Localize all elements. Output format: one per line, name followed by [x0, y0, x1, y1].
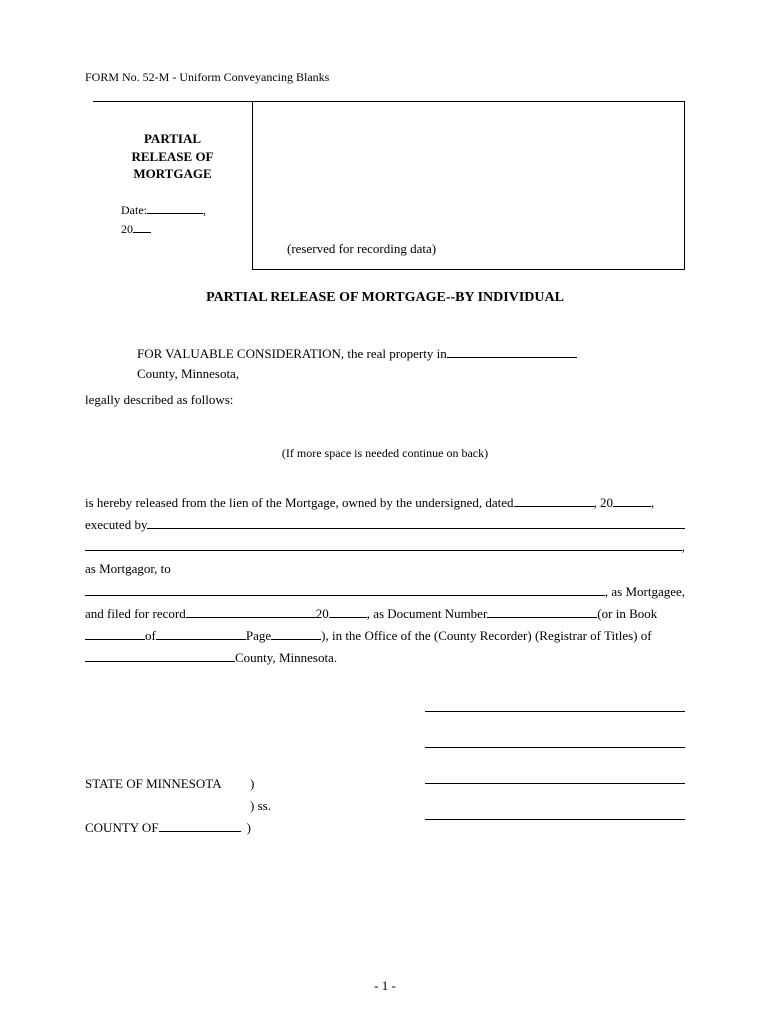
signature-line-3[interactable]	[425, 770, 685, 784]
date-label: Date:	[121, 203, 147, 217]
title-line1: PARTIAL	[144, 131, 201, 146]
paragraph-1: FOR VALUABLE CONSIDERATION, the real pro…	[85, 344, 685, 384]
notary-county-row: COUNTY OF )	[85, 820, 405, 836]
doc-number-blank[interactable]	[487, 605, 597, 617]
executed-by-blank-2[interactable]	[85, 539, 682, 551]
ss-label: ) ss.	[250, 798, 271, 814]
p2-text-c: ,	[651, 493, 654, 513]
paren-1: )	[250, 776, 254, 792]
title-line3: MORTGAGE	[133, 166, 211, 181]
continue-note: (If more space is needed continue on bac…	[85, 444, 685, 463]
title-line2: RELEASE OF	[132, 149, 214, 164]
p1-text-c: legally described as follows:	[85, 390, 685, 410]
p3-text-b: , as Mortgagee,	[605, 582, 685, 602]
header-boxes: PARTIAL RELEASE OF MORTGAGE Date:, 20 (r…	[93, 101, 685, 270]
county-office-blank[interactable]	[85, 650, 235, 662]
paragraph-5-line2: County, Minnesota.	[85, 648, 685, 668]
document-title: PARTIAL RELEASE OF MORTGAGE--BY INDIVIDU…	[85, 290, 685, 306]
paragraph-4: and filed for record 20 , as Document Nu…	[85, 604, 685, 624]
recording-data-box: (reserved for recording data)	[253, 102, 685, 270]
p5-text-b: Page	[246, 626, 271, 646]
p2-text-b: , 20	[594, 493, 614, 513]
notary-state-row: STATE OF MINNESOTA )	[85, 776, 405, 792]
date-month-day-blank[interactable]	[147, 202, 203, 213]
notary-county-blank[interactable]	[159, 820, 241, 832]
page-blank[interactable]	[271, 628, 321, 640]
paragraph-2-line1: is hereby released from the lien of the …	[85, 493, 685, 513]
p5-text-c: ), in the Office of the (County Recorder…	[321, 626, 651, 646]
date-century: 20	[121, 222, 133, 236]
notary-ss-row: ) ss.	[85, 798, 405, 814]
notary-block: STATE OF MINNESOTA ) ) ss. COUNTY OF )	[85, 698, 405, 842]
p4-text-c: , as Document Number	[367, 604, 488, 624]
signature-block	[405, 698, 685, 842]
p4-text-d: (or in Book	[597, 604, 657, 624]
p2-text-a: is hereby released from the lien of the …	[85, 493, 514, 513]
executed-by-line2: ,	[85, 537, 685, 557]
date-field: Date:, 20	[121, 201, 238, 239]
p2-text-d: executed by	[85, 515, 147, 535]
book-blank[interactable]	[85, 628, 145, 640]
p5-text-d: County, Minnesota.	[235, 648, 337, 668]
county-blank[interactable]	[447, 346, 577, 358]
box-title: PARTIAL RELEASE OF MORTGAGE	[107, 130, 238, 183]
filed-date-blank[interactable]	[186, 605, 316, 617]
state-label: STATE OF MINNESOTA	[85, 776, 250, 792]
filed-year-blank[interactable]	[329, 605, 367, 617]
executed-by-blank[interactable]	[147, 517, 685, 529]
p4-text-a: and filed for record	[85, 604, 186, 624]
title-date-box: PARTIAL RELEASE OF MORTGAGE Date:, 20	[93, 102, 253, 270]
paren-2: )	[247, 820, 251, 836]
lower-section: STATE OF MINNESOTA ) ) ss. COUNTY OF )	[85, 698, 685, 842]
p4-text-b: 20	[316, 604, 329, 624]
signature-line-1[interactable]	[425, 698, 685, 712]
signature-line-4[interactable]	[425, 806, 685, 820]
county-label: COUNTY OF	[85, 820, 159, 836]
p1-text-b: County, Minnesota,	[85, 364, 239, 384]
p2-text-e: ,	[682, 537, 685, 557]
reserved-label: (reserved for recording data)	[287, 241, 436, 257]
p3-text-a: as Mortgagor, to	[85, 559, 685, 579]
signature-line-2[interactable]	[425, 734, 685, 748]
paragraph-5-line1: of Page ), in the Office of the (County …	[85, 626, 685, 646]
date-year-blank[interactable]	[133, 221, 151, 232]
mortgagee-blank[interactable]	[85, 583, 605, 595]
of-blank[interactable]	[156, 628, 246, 640]
body-content: FOR VALUABLE CONSIDERATION, the real pro…	[85, 344, 685, 668]
mortgagee-line: , as Mortgagee,	[85, 582, 685, 602]
form-number-header: FORM No. 52-M - Uniform Conveyancing Bla…	[85, 70, 685, 85]
p5-text-a: of	[145, 626, 156, 646]
mortgage-date-blank[interactable]	[514, 495, 594, 507]
page-number: - 1 -	[0, 978, 770, 994]
p1-text-a: FOR VALUABLE CONSIDERATION, the real pro…	[85, 344, 447, 364]
paragraph-2-line2: executed by	[85, 515, 685, 535]
mortgage-year-blank[interactable]	[613, 495, 651, 507]
